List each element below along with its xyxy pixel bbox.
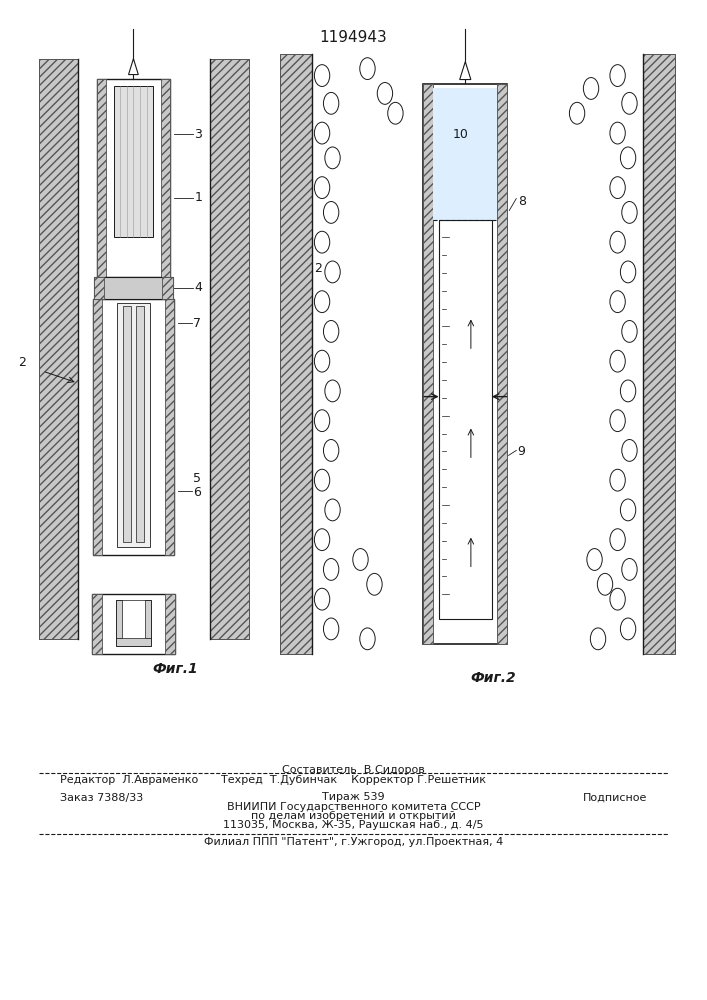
Bar (165, 594, 175, 654)
Bar (643, 54, 675, 654)
Text: Тираж 539: Тираж 539 (322, 792, 385, 802)
Bar (161, 79, 170, 277)
Bar (423, 84, 507, 644)
Bar (439, 220, 492, 619)
Text: 1: 1 (194, 191, 202, 204)
Bar (117, 303, 150, 547)
Text: Фиг.1: Фиг.1 (153, 662, 198, 676)
Bar (145, 600, 151, 638)
Bar (165, 299, 175, 555)
Bar (116, 600, 122, 638)
Text: Составитель  В.Сидоров: Составитель В.Сидоров (282, 765, 425, 775)
Bar (116, 638, 151, 646)
Bar (210, 59, 249, 639)
Polygon shape (129, 59, 139, 75)
Bar (280, 54, 312, 654)
Bar (94, 277, 173, 299)
Text: Фиг.2: Фиг.2 (470, 672, 516, 686)
Bar (423, 84, 433, 644)
Bar (433, 88, 498, 220)
Bar (423, 84, 433, 644)
Bar (97, 79, 106, 277)
Text: 6: 6 (193, 486, 201, 499)
Bar (136, 306, 144, 542)
Text: 7: 7 (193, 317, 201, 330)
Bar (163, 277, 173, 299)
Bar (115, 86, 153, 237)
Text: 113035, Москва, Ж-35, Раушская наб., д. 4/5: 113035, Москва, Ж-35, Раушская наб., д. … (223, 820, 484, 830)
Bar (93, 299, 175, 555)
Bar (280, 54, 312, 654)
Text: 10: 10 (452, 128, 469, 141)
Text: ВНИИПИ Государственного комитета СССР: ВНИИПИ Государственного комитета СССР (227, 802, 480, 812)
Bar (97, 79, 170, 277)
Bar (161, 79, 170, 277)
Text: Заказ 7388/33: Заказ 7388/33 (60, 792, 144, 802)
Bar (498, 84, 507, 644)
Bar (116, 600, 151, 646)
Text: 9: 9 (518, 445, 525, 458)
Bar (163, 277, 173, 299)
Text: Подписное: Подписное (583, 792, 647, 802)
Bar (94, 277, 105, 299)
Text: Техред  Т.Дубинчак    Корректор Г.Решетник: Техред Т.Дубинчак Корректор Г.Решетник (221, 775, 486, 785)
Text: 1194943: 1194943 (320, 30, 387, 45)
Bar (498, 84, 507, 644)
Text: 8: 8 (518, 195, 526, 208)
Text: 2: 2 (314, 262, 322, 275)
Bar (165, 594, 175, 654)
Text: Филиал ППП "Патент", г.Ужгород, ул.Проектная, 4: Филиал ППП "Патент", г.Ужгород, ул.Проек… (204, 837, 503, 847)
Bar (39, 59, 78, 639)
Bar (210, 59, 249, 639)
Text: 3: 3 (194, 128, 202, 141)
Bar (92, 594, 175, 654)
Bar (92, 594, 102, 654)
Bar (92, 594, 102, 654)
Bar (94, 277, 105, 299)
Bar (643, 54, 675, 654)
Text: 5: 5 (193, 472, 201, 485)
Text: 4: 4 (194, 281, 202, 294)
Bar (123, 306, 132, 542)
Bar (97, 79, 106, 277)
Bar (93, 299, 103, 555)
Bar (165, 299, 175, 555)
Text: 2: 2 (18, 356, 26, 369)
Text: по делам изобретений и открытий: по делам изобретений и открытий (251, 811, 456, 821)
Bar (39, 59, 78, 639)
Bar (93, 299, 103, 555)
Text: Редактор  Л.Авраменко: Редактор Л.Авраменко (60, 775, 198, 785)
Polygon shape (460, 62, 471, 80)
